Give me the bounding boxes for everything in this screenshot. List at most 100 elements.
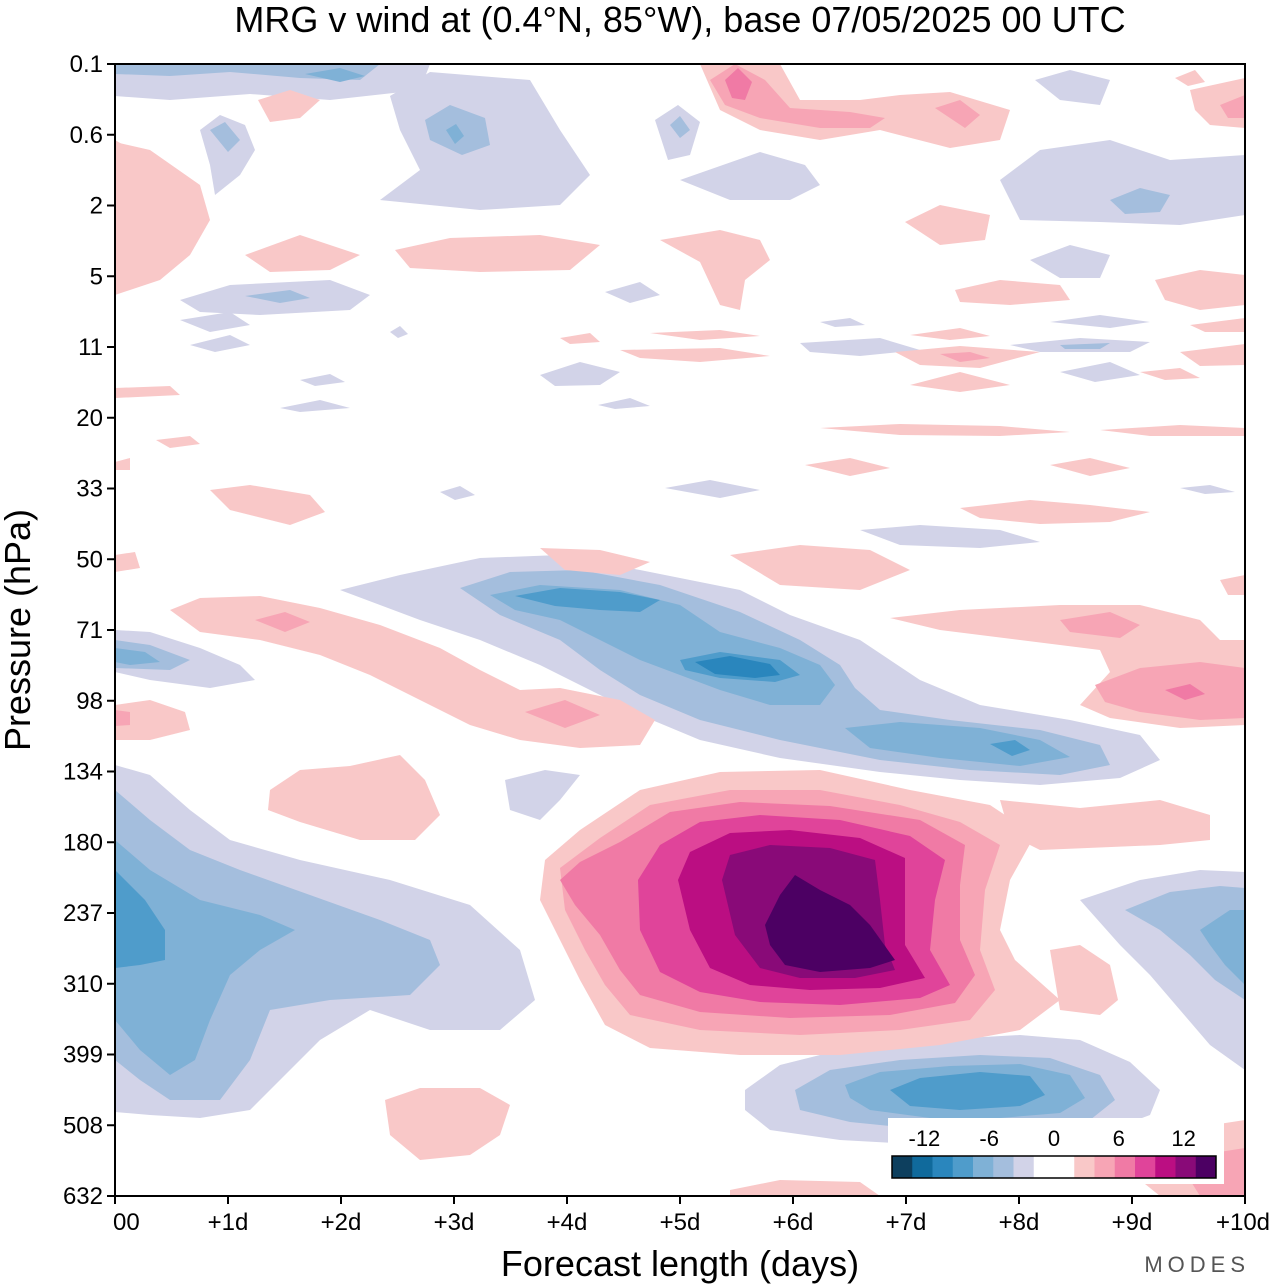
neg-contour-top-left-3 [305,68,365,82]
colorbar-swatch [1094,1156,1116,1178]
pos-contour-band-2 [115,700,190,740]
pos-strip-20-2 [910,372,1010,392]
x-axis-label: Forecast length (days) [501,1243,859,1284]
neg-strip-20-2 [1060,362,1140,382]
pos-strip-11-7 [1190,318,1245,332]
neg-strip-11-5 [1050,315,1150,328]
y-tick-label: 134 [63,759,103,786]
neg-strip-11-6 [820,318,865,327]
x-tick-label: +10d [1216,1209,1270,1236]
neg-strip-20-5 [598,398,650,409]
neg-contour-upper-7b [245,290,310,303]
neg-contour-upper-9 [1030,245,1110,278]
colorbar-swatch [1175,1156,1197,1178]
neg-strip-20-3 [300,374,345,386]
y-tick-label: 50 [76,546,103,573]
colorbar-label: 0 [1048,1126,1060,1151]
colorbar-label: 12 [1171,1126,1195,1151]
y-tick-label: 5 [90,263,103,290]
pos-strip-20-3 [1140,368,1200,380]
colorbar: -12 -6 0 6 12 [888,1118,1224,1184]
neg-strip-33-4 [860,525,1040,548]
neg-strip-11-3 [800,338,920,356]
neg-contour-right-240c [1200,910,1245,985]
y-axis: 0.1 0.6 2 5 11 20 33 50 71 98 134 180 237 310 399 508 63… [63,51,115,1210]
plot-area [115,64,1245,1196]
pos-contour-trop-3 [1050,945,1118,1015]
pos-contour-left-1 [115,142,210,295]
neg-strip-11-1 [180,312,250,332]
colorbar-swatch [1074,1156,1095,1178]
pos-contour-band-2b [115,710,130,726]
colorbar-label: -12 [909,1126,941,1151]
colorbar-swatch [1155,1156,1176,1178]
neg-strip-20-4 [280,400,350,412]
pos-strip-11-3 [620,348,770,362]
neg-strip-11-2 [190,335,250,352]
pos-strip-11-1 [560,333,600,344]
neg-contour-upper-1b [210,122,240,152]
neg-contour-upper-5b [1110,188,1170,214]
pos-contour-top-1d [935,100,980,128]
neg-contour-band-deep-3 [990,740,1030,756]
colorbar-swatch [932,1156,954,1178]
x-tick-label: +3d [434,1209,475,1236]
colorbar-frame [891,1155,1217,1179]
neg-strip-11-4b [1060,343,1110,349]
pos-contour-trop-4 [1000,800,1210,850]
pos-contour-band-4 [540,548,650,575]
x-tick-label: +6d [773,1209,814,1236]
x-tick-label: +5d [660,1209,701,1236]
x-axis: 00 +1d +2d +3d +4d +5d +6d +7d +8d +9d +10d [113,1196,1270,1236]
pos-strip-11-2 [650,330,760,340]
y-tick-label: 310 [63,971,103,998]
neg-contour-band-deep [515,588,660,612]
pos-contour-upper-p4 [905,205,990,245]
pos-strip-20-4 [820,424,1070,436]
x-tick-label: +8d [999,1209,1040,1236]
pos-strip-20-1 [115,386,180,398]
neg-contour-upper-6 [1035,70,1110,105]
y-tick-label: 2 [90,193,103,220]
x-tick-label: +2d [321,1209,362,1236]
y-tick-label: 632 [63,1183,103,1210]
neg-strip-33-2 [440,486,475,500]
colorbar-swatch [1033,1156,1055,1178]
neg-strip-20-1 [540,362,620,386]
y-tick-label: 0.6 [70,122,103,149]
pos-contour-top-2b [1220,95,1245,118]
x-tick-label: 00 [113,1209,140,1236]
y-axis-label: Pressure (hPa) [0,509,38,751]
y-tick-label: 98 [76,688,103,715]
x-tick-label: +7d [886,1209,927,1236]
pos-contour-upper-p2 [395,235,600,272]
neg-contour-left-90c [115,648,160,665]
pos-contour-band-7 [1220,575,1245,595]
colorbar-swatch [1013,1156,1035,1178]
pos-contour-band-3b [1060,612,1140,638]
y-tick-label: 399 [63,1042,103,1069]
colorbar-label: -6 [979,1126,999,1151]
colorbar-swatch [1195,1156,1217,1178]
pos-strip-33-3 [115,458,130,470]
y-tick-label: 180 [63,829,103,856]
pos-contour-upper-p1 [245,235,360,272]
brand-logo: MODES [1144,1252,1250,1277]
colorbar-swatch [1054,1156,1075,1178]
pos-strip-20-5 [1100,425,1245,436]
pos-contour-top-4 [1175,70,1205,86]
neg-strip-33-3 [1180,485,1235,494]
y-tick-label: 237 [63,900,103,927]
neg-contour-trop-left-strong [115,840,295,1075]
pos-contour-band-5 [730,545,910,590]
pos-contour-top-1b [710,64,885,128]
pos-contour-trop-6 [730,1180,880,1196]
neg-contour-band-deeper [695,656,780,678]
colorbar-swatch [892,1156,913,1178]
pos-contour-top-1c [725,68,752,100]
neg-contour-upper-4 [680,152,820,200]
colorbar-swatch [993,1156,1014,1178]
y-tick-label: 20 [76,405,103,432]
colorbar-swatch [1114,1156,1136,1178]
